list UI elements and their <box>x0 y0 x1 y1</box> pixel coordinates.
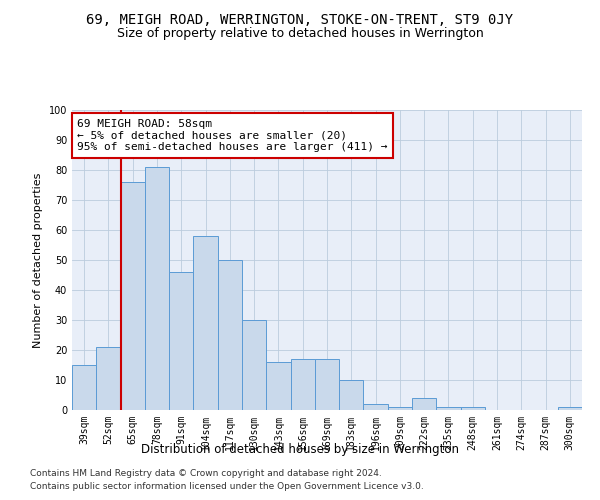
Bar <box>436 407 461 410</box>
Bar <box>364 404 388 410</box>
Bar <box>290 359 315 410</box>
Text: Contains public sector information licensed under the Open Government Licence v3: Contains public sector information licen… <box>30 482 424 491</box>
Text: Distribution of detached houses by size in Werrington: Distribution of detached houses by size … <box>141 442 459 456</box>
Bar <box>461 407 485 410</box>
Bar <box>388 407 412 410</box>
Bar <box>242 320 266 410</box>
Y-axis label: Number of detached properties: Number of detached properties <box>33 172 43 348</box>
Bar <box>193 236 218 410</box>
Bar <box>315 359 339 410</box>
Text: 69, MEIGH ROAD, WERRINGTON, STOKE-ON-TRENT, ST9 0JY: 69, MEIGH ROAD, WERRINGTON, STOKE-ON-TRE… <box>86 12 514 26</box>
Bar <box>558 407 582 410</box>
Bar <box>96 347 121 410</box>
Bar <box>72 365 96 410</box>
Bar <box>412 398 436 410</box>
Text: 69 MEIGH ROAD: 58sqm
← 5% of detached houses are smaller (20)
95% of semi-detach: 69 MEIGH ROAD: 58sqm ← 5% of detached ho… <box>77 119 388 152</box>
Text: Contains HM Land Registry data © Crown copyright and database right 2024.: Contains HM Land Registry data © Crown c… <box>30 468 382 477</box>
Bar <box>121 182 145 410</box>
Bar <box>266 362 290 410</box>
Text: Size of property relative to detached houses in Werrington: Size of property relative to detached ho… <box>116 28 484 40</box>
Bar <box>169 272 193 410</box>
Bar <box>145 167 169 410</box>
Bar <box>218 260 242 410</box>
Bar <box>339 380 364 410</box>
